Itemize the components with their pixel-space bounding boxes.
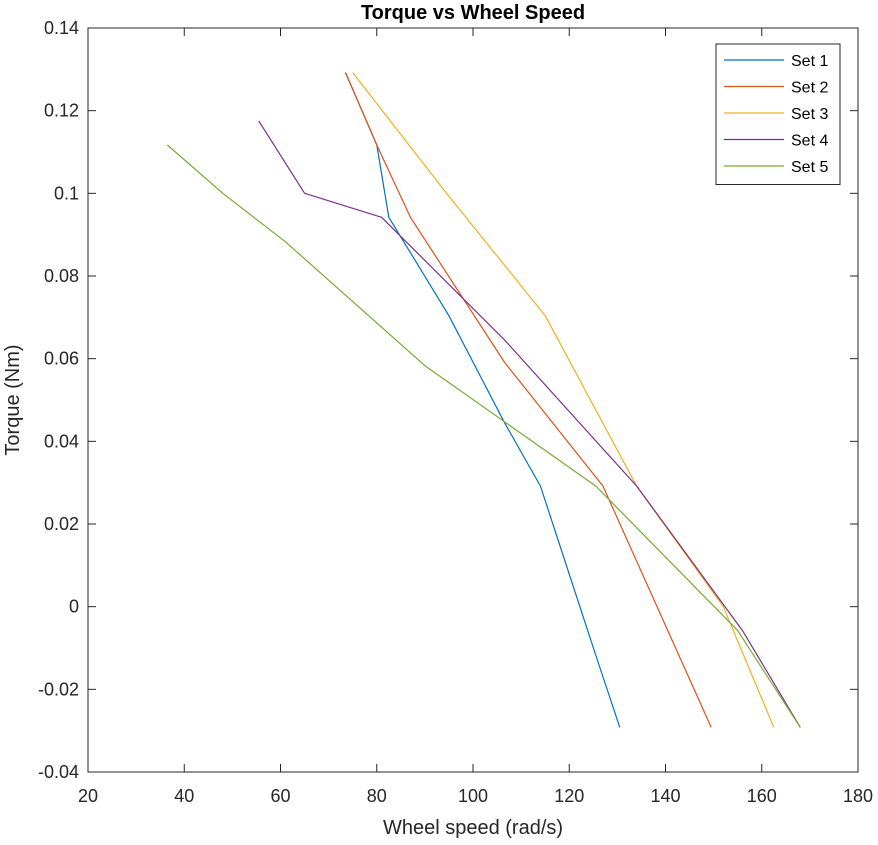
x-tick-label: 80	[367, 786, 387, 806]
legend-label-set-3: Set 3	[791, 106, 828, 123]
series-line-set-5	[167, 144, 801, 728]
y-axis-label: Torque (Nm)	[2, 344, 24, 455]
legend-label-set-5: Set 5	[791, 159, 828, 176]
x-axis-label: Wheel speed (rad/s)	[383, 817, 563, 839]
y-tick-label: -0.02	[38, 679, 79, 699]
legend-label-set-2: Set 2	[791, 80, 828, 97]
x-tick-label: 20	[78, 786, 98, 806]
x-tick-label: 120	[554, 786, 584, 806]
x-tick-label: 60	[270, 786, 290, 806]
legend: Set 1 Set 2 Set 3 Set 4 Set 5	[715, 43, 841, 185]
y-tick-label: 0	[69, 597, 79, 617]
y-tick-label: 0.1	[54, 183, 79, 203]
x-tick-label: 40	[174, 786, 194, 806]
y-tick-label: 0.06	[44, 349, 79, 369]
y-tick-label: -0.04	[38, 762, 79, 782]
legend-label-set-1: Set 1	[791, 53, 828, 70]
series-line-set-3	[352, 72, 775, 728]
y-tick-label: 0.02	[44, 514, 79, 534]
y-tick-label: 0.08	[44, 266, 79, 286]
x-tick-label: 100	[458, 786, 488, 806]
plot-frame	[87, 27, 859, 773]
series-layer	[167, 72, 801, 728]
y-tick-label: 0.14	[44, 18, 79, 38]
x-tick-label: 180	[843, 786, 873, 806]
y-tick-label: 0.12	[44, 101, 79, 121]
series-line-set-1	[344, 72, 621, 728]
series-line-set-4	[258, 120, 801, 728]
legend-box	[715, 43, 841, 185]
y-tick-label: 0.04	[44, 431, 79, 451]
chart-title: Torque vs Wheel Speed	[361, 2, 585, 24]
series-line-set-2	[344, 72, 712, 728]
x-tick-label: 160	[747, 786, 777, 806]
ticks-layer: 20 40 60 80 100 120 140 160 180 -0.04 -0.02 0 0.02 0.…	[38, 18, 873, 806]
legend-label-set-4: Set 4	[791, 133, 828, 150]
x-tick-label: 140	[650, 786, 680, 806]
